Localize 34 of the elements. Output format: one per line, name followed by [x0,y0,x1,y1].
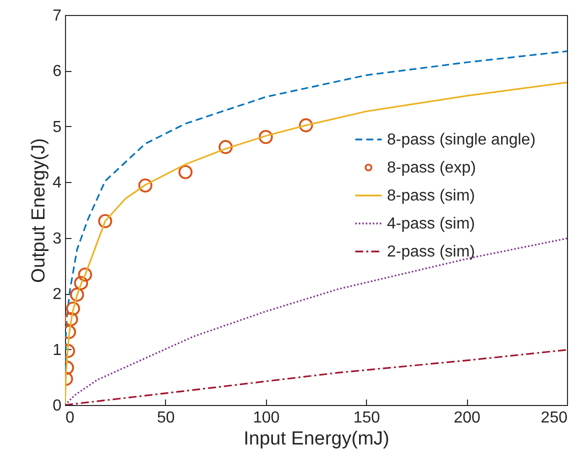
point [66,302,80,316]
point [70,288,84,302]
x-tick-label: 0 [66,410,74,426]
point [98,214,112,228]
x-tick-label: 50 [157,410,175,426]
line-series [65,349,567,405]
legend-label: 8-pass (exp) [387,160,476,176]
point [258,130,273,144]
y-tick-label: 5 [52,118,62,136]
point [78,268,92,282]
y-tick-label: 2 [52,286,62,304]
x-tick-label: 250 [540,410,568,426]
legend-label: 8-pass (sim) [387,188,476,204]
legend-label: 8-pass (single angle) [387,132,536,148]
y-tick-label: 0 [52,398,62,414]
y-tick-label: 7 [52,8,62,24]
x-tick-label: 100 [252,410,280,426]
x-tick-label: 200 [454,410,481,426]
x-tick-label: 150 [353,410,380,426]
y-tick-label: 6 [52,63,62,80]
point [178,165,193,180]
y-axis-title: Output Energy(J) [28,138,50,283]
x-axis-title: Input Energy(mJ) [244,428,390,450]
line-series [65,238,567,405]
point [65,312,78,326]
point [218,140,233,154]
legend-label: 4-pass (sim) [387,216,476,232]
point [298,118,313,132]
point [74,276,88,290]
y-tick-label: 3 [52,230,62,248]
y-tick-label: 4 [52,174,62,192]
point [138,178,152,192]
legend-label: 2-pass (sim) [387,244,476,260]
y-tick-label: 1 [52,342,62,359]
